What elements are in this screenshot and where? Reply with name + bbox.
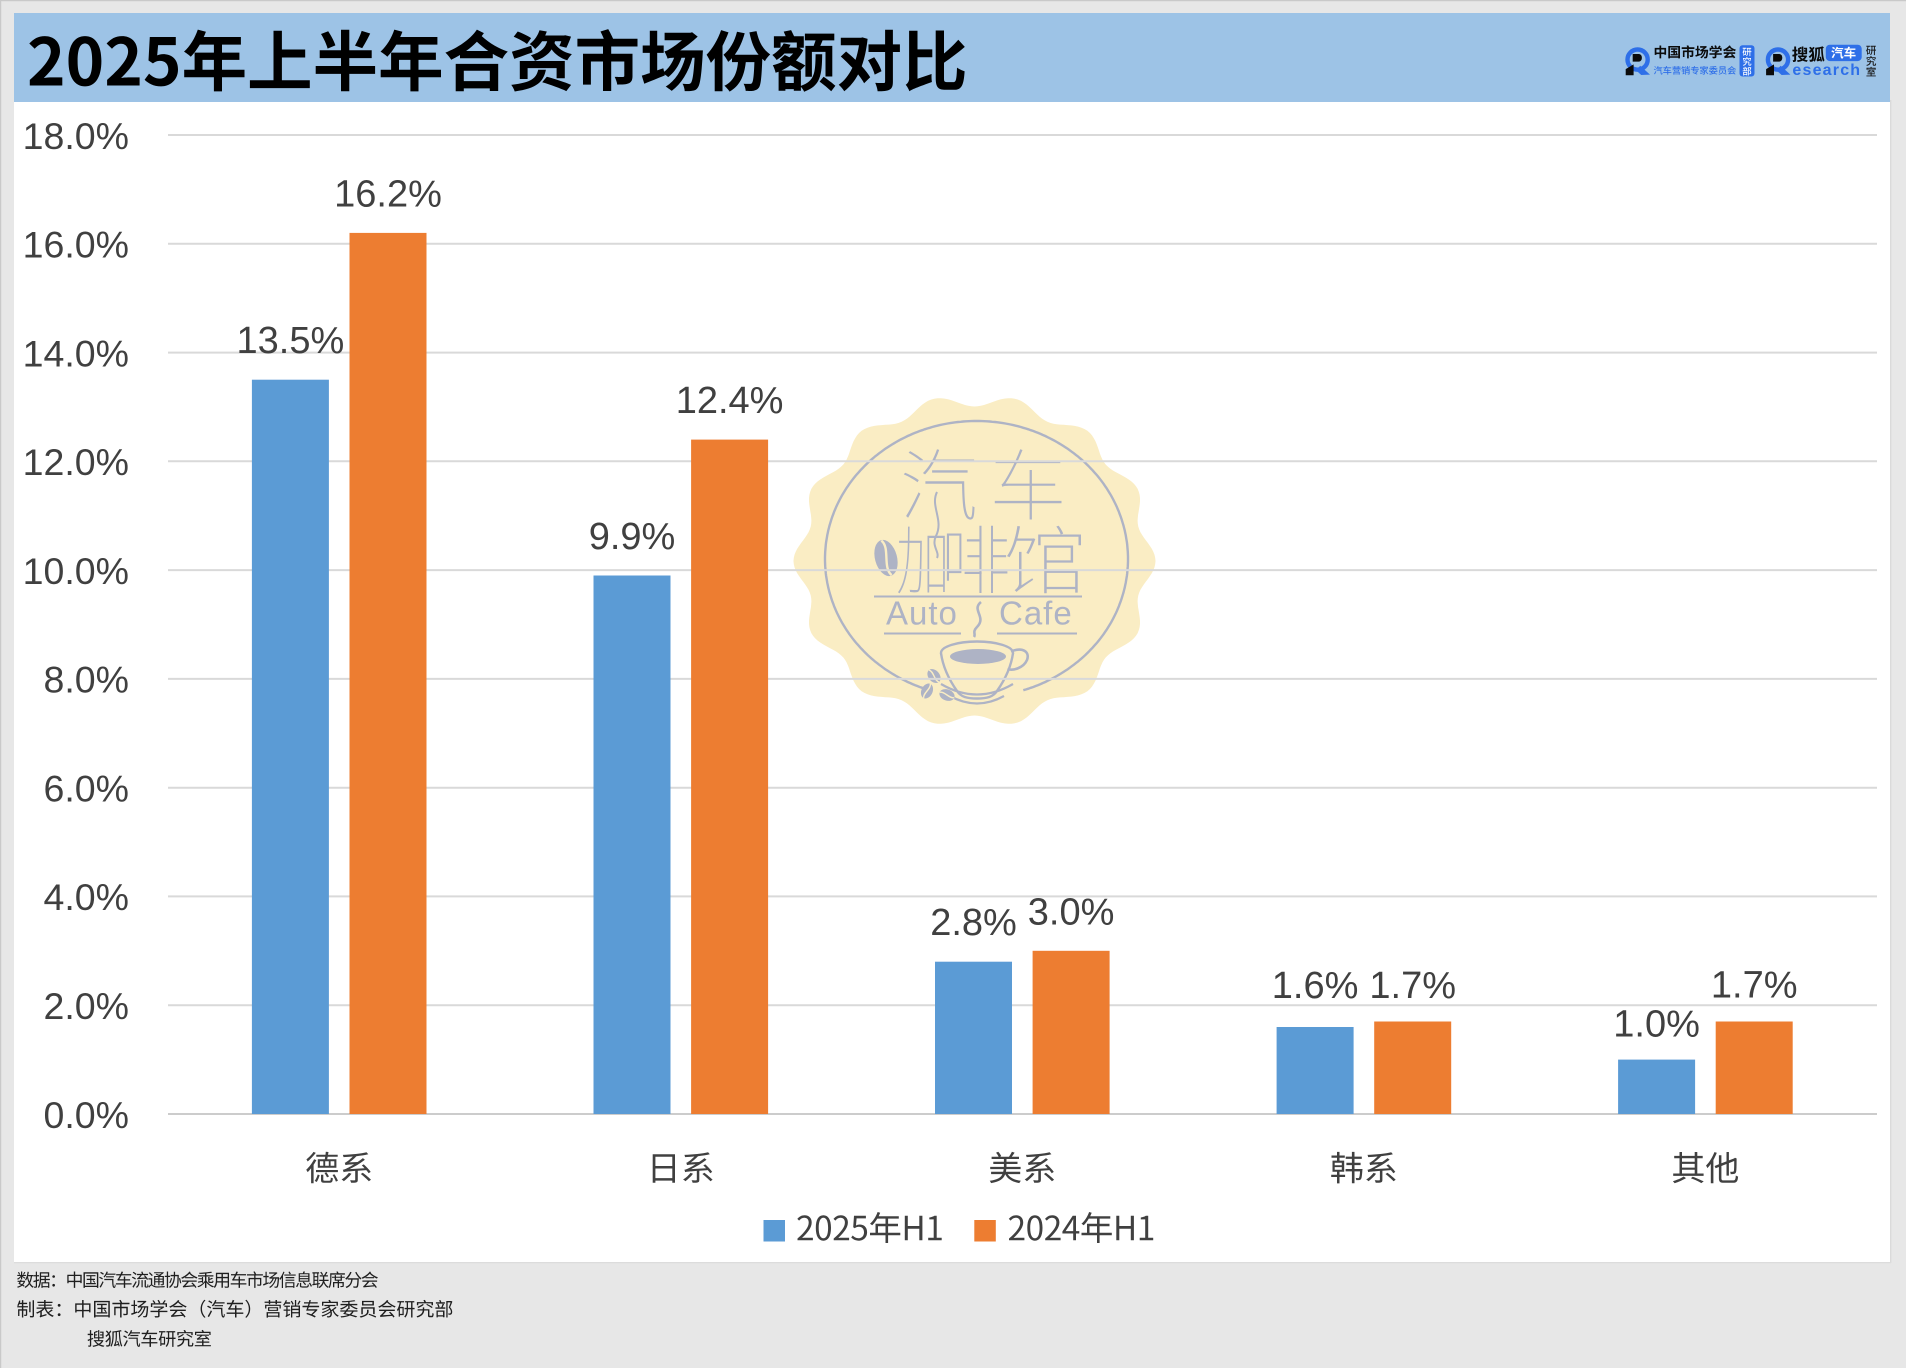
svg-text:2.8%: 2.8% xyxy=(930,902,1017,944)
svg-text:8.0%: 8.0% xyxy=(44,659,129,701)
svg-text:12.4%: 12.4% xyxy=(676,380,784,422)
svg-text:12.0%: 12.0% xyxy=(23,441,129,483)
svg-text:1.7%: 1.7% xyxy=(1369,965,1456,1007)
svg-text:14.0%: 14.0% xyxy=(23,332,129,374)
svg-text:Auto: Auto xyxy=(886,595,958,632)
svg-text:1.0%: 1.0% xyxy=(1613,1003,1700,1045)
svg-text:esearch: esearch xyxy=(1792,62,1861,79)
svg-text:1.6%: 1.6% xyxy=(1272,965,1359,1007)
svg-text:Cafe: Cafe xyxy=(999,595,1073,632)
svg-text:3.0%: 3.0% xyxy=(1028,891,1115,933)
svg-text:16.2%: 16.2% xyxy=(334,173,442,215)
svg-text:10.0%: 10.0% xyxy=(23,550,129,592)
svg-text:13.5%: 13.5% xyxy=(237,320,345,362)
svg-text:0.0%: 0.0% xyxy=(44,1094,129,1136)
svg-text:18.0%: 18.0% xyxy=(23,115,129,157)
svg-text:16.0%: 16.0% xyxy=(23,224,129,266)
svg-text:4.0%: 4.0% xyxy=(44,876,129,918)
svg-text:6.0%: 6.0% xyxy=(44,768,129,810)
svg-text:1.7%: 1.7% xyxy=(1711,965,1798,1007)
svg-text:9.9%: 9.9% xyxy=(589,516,676,558)
svg-text:2.0%: 2.0% xyxy=(44,985,129,1027)
